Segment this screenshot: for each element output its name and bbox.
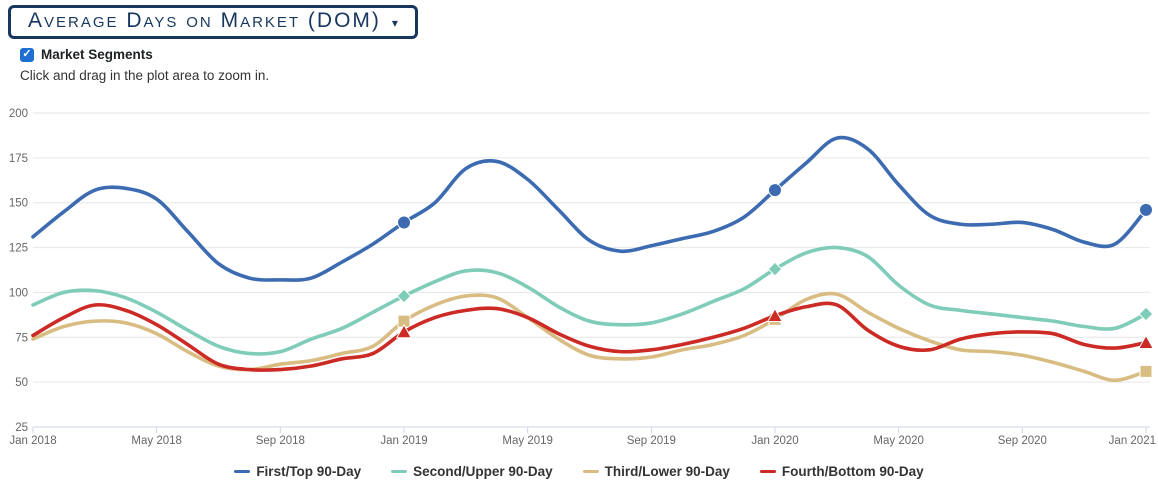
- x-axis-ticks: [32, 427, 1147, 433]
- dom-line-chart-plot-area[interactable]: 25 50 75 100 125 150 175 200 Jan 2018 May 2018 Sep…: [0, 0, 1158, 455]
- svg-text:75: 75: [15, 332, 28, 344]
- square-marker: [1139, 364, 1153, 378]
- legend-item-second-upper-90-day[interactable]: Second/Upper 90-Day: [391, 464, 553, 479]
- legend-label: Third/Lower 90-Day: [604, 463, 730, 479]
- legend-label: Second/Upper 90-Day: [413, 463, 553, 479]
- svg-text:Sep 2019: Sep 2019: [627, 435, 676, 447]
- legend-label: First/Top 90-Day: [256, 463, 362, 479]
- svg-text:100: 100: [9, 287, 28, 299]
- circle-marker: [397, 215, 411, 230]
- svg-text:200: 200: [9, 108, 28, 120]
- svg-text:May 2018: May 2018: [131, 435, 182, 447]
- triangle-marker: [766, 307, 784, 323]
- legend-dash-icon: [391, 469, 408, 473]
- svg-text:50: 50: [15, 377, 28, 389]
- y-axis-labels: 25 50 75 100 125 150 175 200: [9, 108, 28, 434]
- caret-down-icon: ▾: [391, 15, 398, 30]
- svg-text:Jan 2021: Jan 2021: [1109, 435, 1156, 447]
- svg-text:May 2019: May 2019: [502, 435, 553, 447]
- legend-dash-icon: [582, 469, 599, 473]
- circle-marker: [1139, 202, 1153, 217]
- series-markers-fourth-bottom-90-day: [395, 307, 1155, 349]
- chart-legend: First/Top 90-Day Second/Upper 90-Day Third…: [0, 459, 1158, 483]
- series-line-second-upper-90-day: [31, 245, 1148, 356]
- series-markers-first-top-90-day: [397, 183, 1153, 230]
- svg-text:Sep 2018: Sep 2018: [256, 435, 305, 447]
- series-markers-third-lower-90-day: [397, 312, 1153, 378]
- svg-text:Jan 2019: Jan 2019: [380, 435, 427, 447]
- triangle-marker: [395, 323, 413, 339]
- legend-item-first-top-90-day[interactable]: First/Top 90-Day: [234, 464, 361, 479]
- svg-text:150: 150: [9, 198, 28, 210]
- legend-dash-icon: [234, 469, 251, 473]
- diamond-marker: [767, 261, 783, 277]
- diamond-marker: [1138, 306, 1154, 322]
- triangle-marker: [1137, 334, 1155, 349]
- legend-dash-icon: [759, 469, 776, 473]
- zoom-hint-text: Click and drag in the plot area to zoom …: [20, 68, 270, 83]
- svg-text:125: 125: [9, 243, 28, 255]
- svg-text:Jan 2020: Jan 2020: [751, 435, 798, 447]
- svg-text:175: 175: [9, 153, 28, 165]
- legend-item-third-lower-90-day[interactable]: Third/Lower 90-Day: [582, 463, 730, 479]
- legend-label: Fourth/Bottom 90-Day: [781, 463, 924, 479]
- market-segments-label: Market Segments: [41, 47, 153, 62]
- svg-text:Sep 2020: Sep 2020: [998, 435, 1047, 447]
- svg-text:25: 25: [15, 422, 28, 434]
- circle-marker: [768, 183, 782, 198]
- svg-text:May 2020: May 2020: [873, 435, 924, 447]
- legend-item-fourth-bottom-90-day[interactable]: Fourth/Bottom 90-Day: [759, 463, 924, 479]
- svg-text:Jan 2018: Jan 2018: [9, 435, 56, 447]
- metric-selector-dropdown[interactable]: Average Days on Market (DOM) ▾: [8, 5, 418, 39]
- market-segments-toggle[interactable]: ✓ Market Segments: [20, 47, 153, 62]
- series-line-fourth-bottom-90-day: [31, 301, 1148, 372]
- series-line-first-top-90-day: [31, 135, 1148, 282]
- page-title: Average Days on Market (DOM): [28, 9, 381, 32]
- series-markers-second-upper-90-day: [396, 261, 1154, 322]
- x-axis-labels: Jan 2018 May 2018 Sep 2018 Jan 2019 May 2019…: [9, 435, 1156, 447]
- diamond-marker: [396, 288, 412, 304]
- checkbox-checked-icon[interactable]: ✓: [20, 47, 34, 62]
